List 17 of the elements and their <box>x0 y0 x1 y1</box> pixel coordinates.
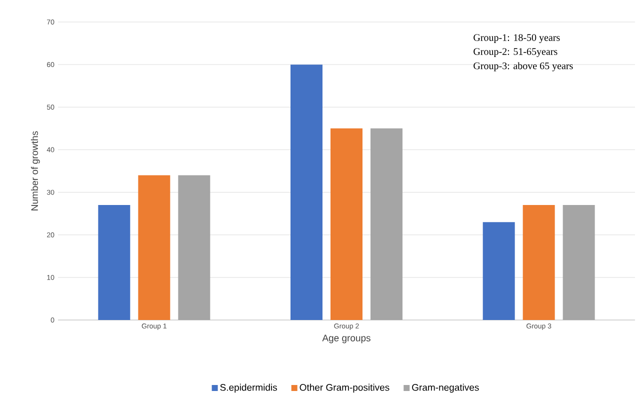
annotation: Group-1: 18-50 years <box>474 34 560 44</box>
bar <box>290 64 322 320</box>
y-axis-title: Number of growths <box>30 131 40 210</box>
legend-label: Other Gram-positives <box>300 384 390 393</box>
annotation: Group-2: 51-65years <box>474 48 558 57</box>
bar <box>138 175 170 320</box>
legend-label: S.epidermidis <box>220 384 277 393</box>
x-axis-title: Age groups <box>322 334 370 344</box>
annotation: Group-3: above 65 years <box>474 62 573 72</box>
bar <box>330 128 362 320</box>
bar <box>98 205 130 320</box>
bar <box>370 128 403 320</box>
bar <box>178 175 210 320</box>
bar <box>522 205 555 320</box>
bar <box>562 205 595 320</box>
legend-label: Gram-negatives <box>412 384 479 393</box>
bar <box>482 222 515 320</box>
